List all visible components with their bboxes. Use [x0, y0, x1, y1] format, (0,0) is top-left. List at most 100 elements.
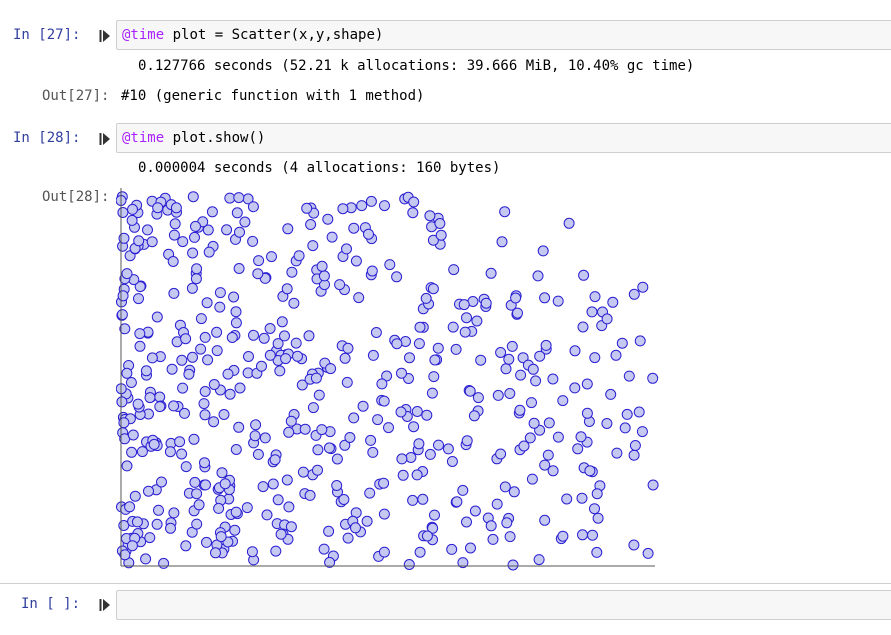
scatter-point [190, 220, 201, 232]
scatter-point [282, 223, 294, 235]
scatter-point [258, 332, 270, 344]
scatter-point [424, 210, 436, 222]
scatter-point [124, 501, 136, 513]
scatter-point [344, 432, 356, 443]
scatter-point [367, 349, 379, 361]
scatter-point [189, 476, 201, 488]
scatter-point [446, 456, 458, 467]
scatter-point [156, 476, 167, 488]
scatter-point [116, 396, 128, 408]
scatter-point [577, 321, 589, 333]
scatter-point [118, 417, 130, 429]
scatter-point [169, 218, 181, 230]
code-cell-empty[interactable] [116, 590, 891, 620]
scatter-point [339, 352, 351, 364]
scatter-point [153, 504, 164, 516]
scatter-point [427, 522, 439, 534]
scatter-point [504, 388, 516, 399]
scatter-point [323, 525, 335, 537]
scatter-point [405, 452, 417, 463]
scatter-point [501, 517, 513, 529]
scatter-point [404, 352, 415, 364]
scatter-point [587, 529, 598, 541]
scatter-point [647, 479, 659, 491]
scatter-point [539, 459, 551, 471]
scatter-point [557, 395, 569, 407]
scatter-point [450, 343, 462, 355]
scatter-point [526, 397, 537, 409]
scatter-point [165, 522, 176, 534]
scatter-points [116, 191, 659, 571]
scatter-point [547, 465, 559, 477]
scatter-point [331, 480, 343, 491]
scatter-point [424, 448, 436, 460]
scatter-point [365, 195, 377, 207]
scatter-point [224, 192, 236, 204]
scatter-point [572, 443, 584, 455]
scatter-point [307, 402, 319, 414]
scatter-point [283, 501, 295, 513]
scatter-point [496, 236, 508, 248]
scatter-point [432, 342, 444, 354]
scatter-point [134, 281, 146, 293]
scatter-point [252, 448, 264, 460]
scatter-point [133, 235, 145, 247]
scatter-point [215, 531, 227, 543]
scatter-point [230, 444, 242, 455]
scatter-point [379, 200, 390, 212]
scatter-point [611, 447, 623, 459]
scatter-point [250, 419, 262, 431]
scatter-point [126, 446, 138, 458]
code-line[interactable]: @time plot = Scatter(x,y,shape) [122, 27, 383, 43]
scatter-point [117, 207, 129, 218]
scatter-point [274, 365, 286, 377]
scatter-point [285, 415, 297, 427]
scatter-point [607, 296, 619, 308]
scatter-point [428, 371, 440, 383]
scatter-point [292, 350, 303, 362]
run-cell-icon[interactable] [99, 132, 111, 146]
scatter-point [421, 530, 433, 542]
scatter-point [365, 434, 377, 446]
scatter-point [222, 368, 234, 380]
scatter-point [208, 416, 220, 428]
scatter-point [230, 306, 242, 318]
scatter-point [310, 372, 322, 384]
scatter-point [537, 245, 549, 257]
scatter-point [301, 202, 313, 214]
scatter-point [534, 350, 546, 362]
scatter-point [248, 329, 259, 341]
scatter-point [499, 206, 511, 218]
scatter-point [142, 224, 153, 236]
scatter-point [414, 546, 426, 558]
scatter-point [518, 440, 530, 452]
scatter-point [233, 421, 245, 433]
code-cell-28[interactable]: @time plot.show() [116, 123, 891, 153]
scatter-point [584, 465, 596, 477]
scatter-point [121, 367, 133, 379]
scatter-point [281, 283, 293, 295]
scatter-point [239, 216, 251, 228]
code-line[interactable]: @time plot.show() [122, 130, 265, 146]
scatter-point [187, 191, 199, 203]
scatter-point [296, 379, 308, 391]
scatter-point [180, 540, 192, 552]
scatter-point [179, 407, 190, 419]
scatter-point [132, 398, 144, 410]
scatter-point [233, 192, 245, 204]
scatter-point [148, 438, 160, 450]
scatter-point [414, 321, 426, 333]
run-cell-icon[interactable] [99, 598, 111, 612]
scatter-point [469, 505, 481, 517]
scatter-point [512, 307, 523, 319]
scatter-point [569, 382, 581, 394]
scatter-point [269, 454, 281, 466]
scatter-point [200, 479, 211, 491]
scatter-point [154, 401, 166, 413]
scatter-point [524, 432, 536, 444]
scatter-point [413, 338, 425, 350]
run-cell-icon[interactable] [99, 29, 111, 43]
scatter-point [540, 339, 552, 351]
code-cell-27[interactable]: @time plot = Scatter(x,y,shape) [116, 20, 891, 50]
scatter-point [304, 489, 316, 501]
